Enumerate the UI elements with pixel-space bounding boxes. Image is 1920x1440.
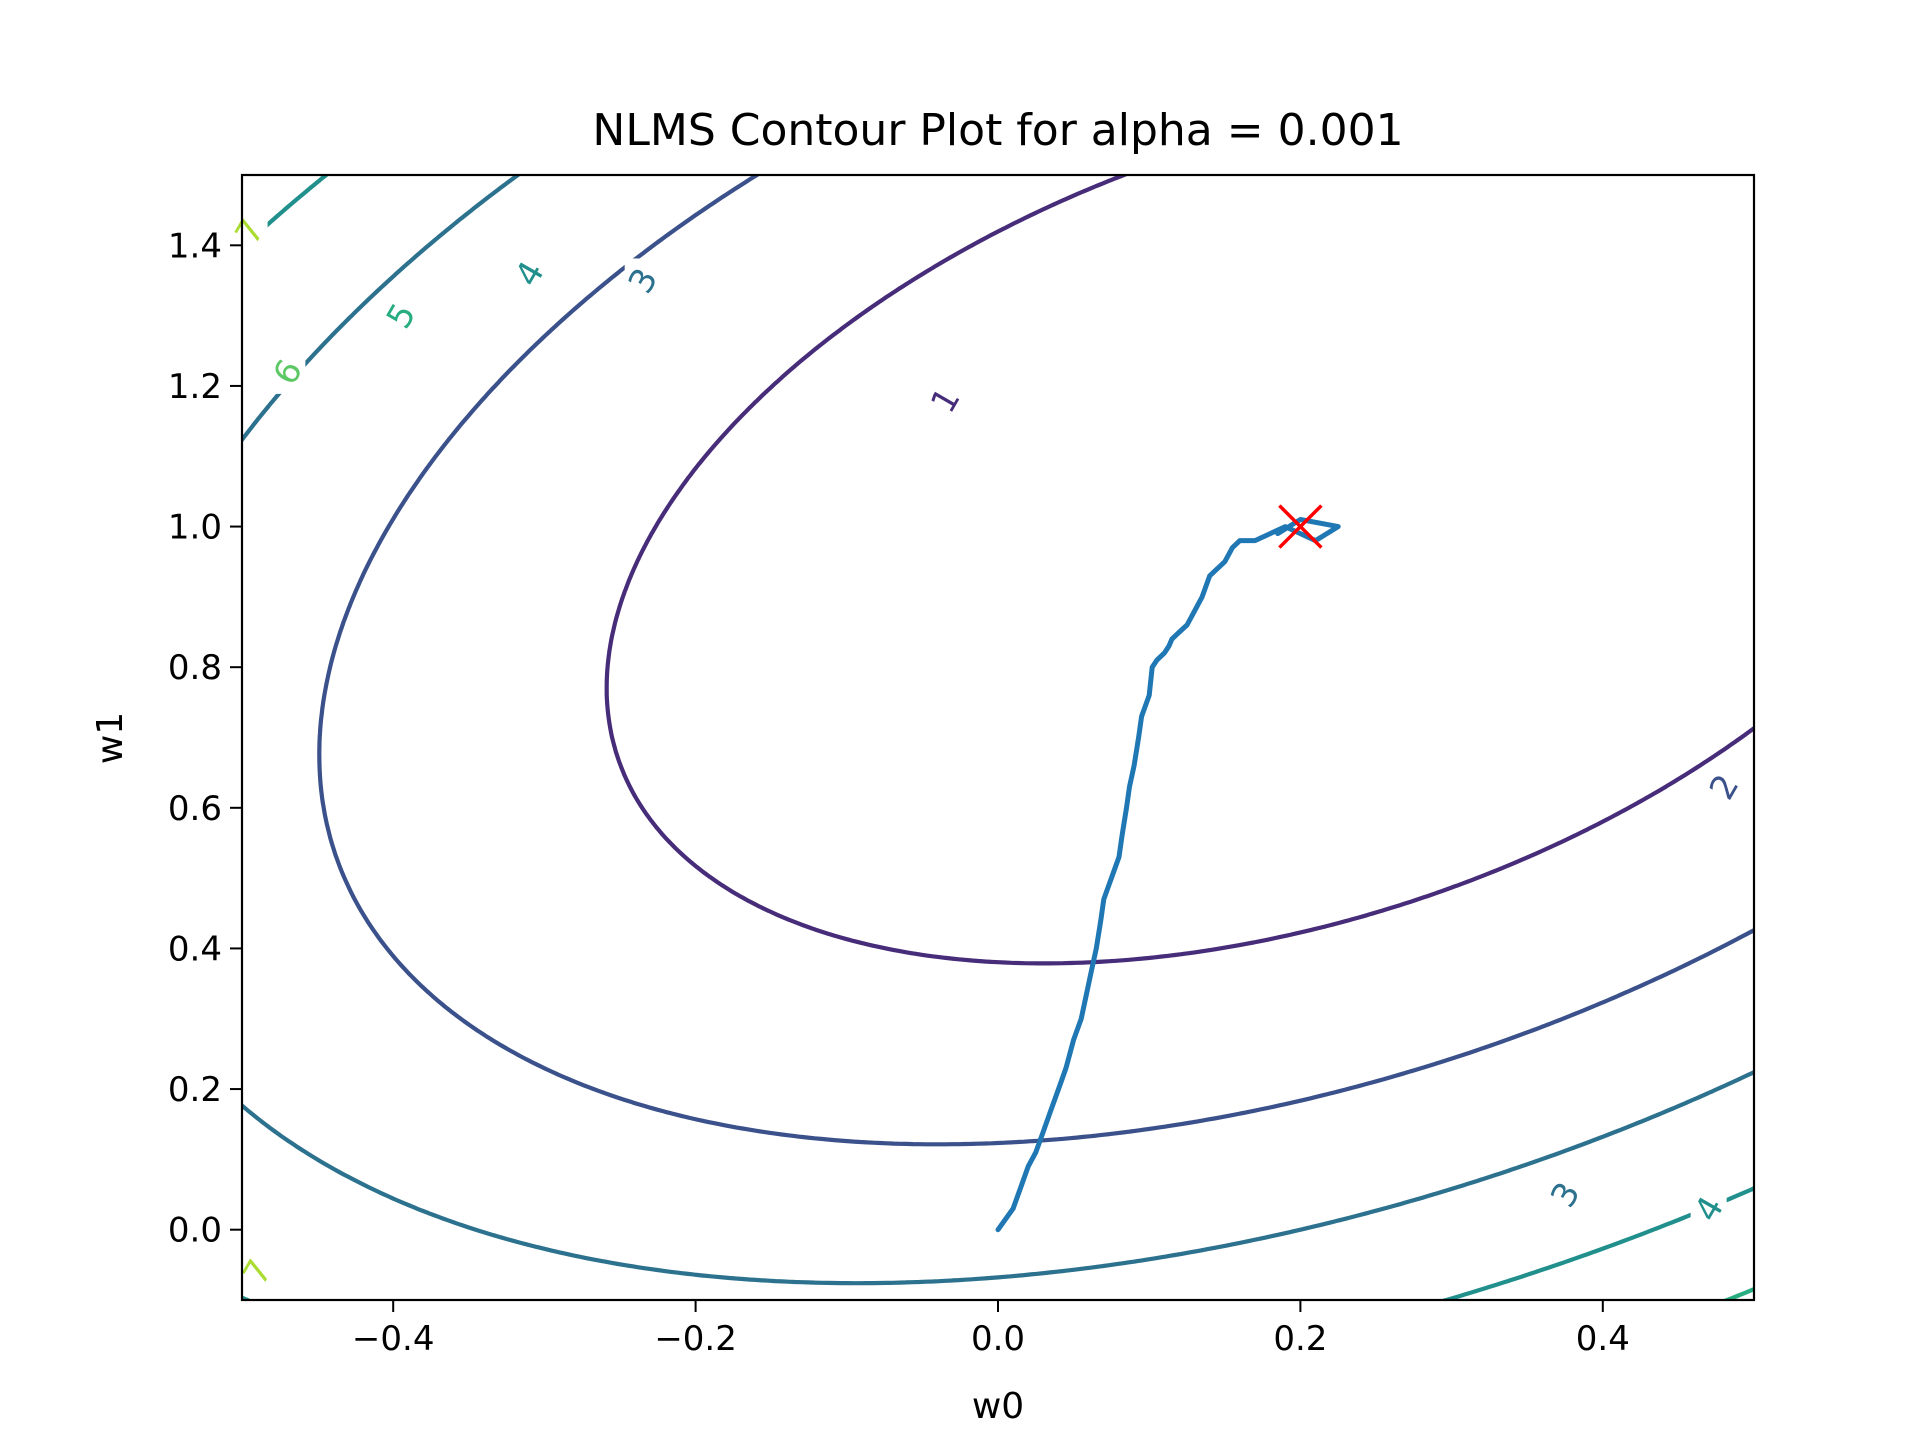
contour-level-1 [604,175,1754,966]
contour-label-bg [927,378,964,422]
y-tick-label: 1.0 [168,508,222,548]
chart-title: NLMS Contour Plot for alpha = 0.001 [592,105,1403,156]
y-tick-label: 0.2 [168,1070,222,1110]
plot-frame [240,173,1756,1302]
contour-label-bg [624,258,661,303]
contour-level-5 [1721,1286,1754,1300]
contour-label-bg [382,293,419,338]
contour-label-bg [239,1249,276,1294]
x-axis-label: w0 [972,1386,1024,1427]
contour-label-bg [1547,1172,1583,1217]
y-tick-label: 1.4 [168,226,222,266]
trajectory-layer [995,517,1341,1233]
x-tick-label: 0.2 [1273,1319,1327,1359]
marker-layer [1278,504,1323,549]
trajectory-line-0 [995,517,1341,1233]
contour-level-2 [317,175,1754,1147]
x-tick-label: −0.4 [352,1319,435,1359]
contour-label-bg [269,349,306,394]
contour-level-3 [242,175,1754,1286]
y-tick-label: 1.2 [168,367,222,407]
y-axis-label: w1 [90,712,131,764]
contour-label-bg [511,251,548,296]
contour-label-bg [1705,764,1742,809]
x-tick-label: −0.2 [654,1319,737,1359]
plot-area [242,175,1754,1300]
contour-label-bg [1690,1186,1727,1231]
x-tick-label: 0.0 [971,1319,1025,1359]
y-tick-label: 0.4 [168,929,222,969]
x-axis-ticks: −0.4 −0.2 0.0 0.2 0.4 [352,1300,1630,1359]
y-tick-label: 0.0 [168,1211,222,1251]
contour-lines [242,175,1754,1300]
x-tick-label: 0.4 [1576,1319,1630,1359]
optimum-marker [1278,504,1323,549]
y-tick-label: 0.6 [168,789,222,829]
y-tick-label: 0.8 [168,648,222,688]
y-axis-ticks: 0.0 0.2 0.4 0.6 0.8 1.0 1.2 1.4 [168,226,242,1251]
